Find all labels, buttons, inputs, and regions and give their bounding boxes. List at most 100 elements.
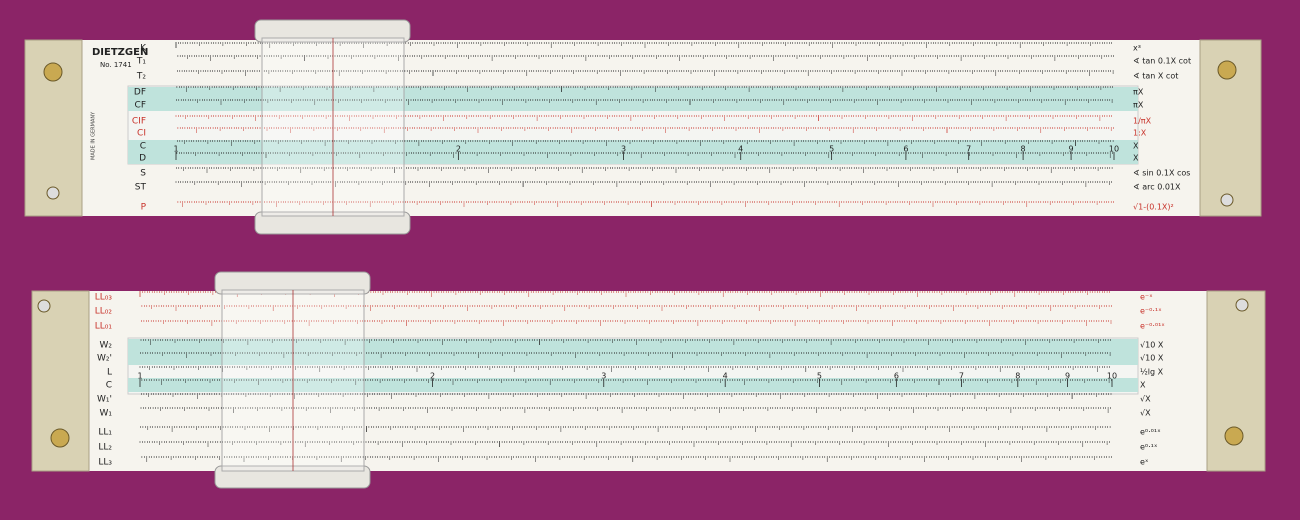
end-bracket bbox=[1199, 39, 1262, 217]
graduations bbox=[175, 181, 1112, 187]
scale-name: S bbox=[140, 169, 146, 179]
scale-name: P bbox=[141, 203, 147, 213]
scale-name: LL₀₁ bbox=[95, 322, 113, 332]
scale-name: W₂ bbox=[99, 341, 112, 351]
scale-number: 8 bbox=[1021, 145, 1026, 154]
graduations bbox=[140, 339, 1111, 345]
graduations bbox=[141, 393, 1112, 399]
scale-number: 10 bbox=[1109, 145, 1119, 154]
band bbox=[128, 339, 1138, 365]
band bbox=[128, 378, 1138, 392]
scale-name: D bbox=[139, 154, 146, 164]
scale-number: 4 bbox=[738, 145, 743, 154]
top-rule: DIETZGEN No. 1741 MADE IN GERMANY bbox=[24, 39, 1262, 217]
scale-name: CI bbox=[137, 129, 146, 139]
graduations bbox=[177, 55, 1114, 61]
scale-formula: e⁻ˣ bbox=[1140, 293, 1153, 302]
scale-formula: √10 X bbox=[1140, 341, 1164, 350]
scale-number: 7 bbox=[959, 372, 964, 381]
scale-name: CF bbox=[135, 101, 146, 111]
graduations bbox=[177, 201, 1114, 207]
scale-formula: ∢ tan X cot bbox=[1133, 72, 1178, 81]
scale-name: L bbox=[107, 368, 112, 378]
graduations bbox=[177, 70, 1114, 76]
scale-formula: X bbox=[1133, 154, 1139, 163]
model: No. 1741 bbox=[100, 61, 132, 69]
scale-formula: ½lg X bbox=[1140, 368, 1164, 377]
graduations bbox=[139, 366, 1110, 372]
scale-name: W₁ bbox=[99, 409, 112, 419]
graduations bbox=[141, 379, 1112, 385]
origin: MADE IN GERMANY bbox=[91, 111, 97, 160]
graduations bbox=[140, 352, 1111, 358]
scale-name: T₁ bbox=[136, 57, 146, 67]
screws bbox=[37, 60, 1249, 448]
cursor[interactable] bbox=[214, 271, 371, 489]
graduations bbox=[141, 320, 1112, 326]
scale-number: 8 bbox=[1015, 372, 1020, 381]
graduations bbox=[175, 115, 1112, 121]
graduations bbox=[176, 152, 1113, 158]
scale-formula: eˣ bbox=[1140, 458, 1149, 467]
graduations bbox=[141, 305, 1112, 311]
scale-formula: x³ bbox=[1133, 44, 1141, 53]
scale-number: 2 bbox=[430, 372, 435, 381]
scale-formula: √10 X bbox=[1140, 354, 1164, 363]
scale-name: C bbox=[106, 381, 112, 391]
graduations bbox=[141, 456, 1112, 462]
graduations bbox=[176, 167, 1113, 173]
graduations bbox=[176, 86, 1113, 92]
scale-name: CIF bbox=[132, 117, 146, 127]
scale-formula: e⁻⁰·⁰¹ˣ bbox=[1140, 322, 1165, 331]
scale-formula: ∢ sin 0.1X cos bbox=[1133, 169, 1190, 178]
graduations bbox=[175, 42, 1112, 48]
graduations bbox=[177, 140, 1114, 146]
scale-name: LL₀₂ bbox=[95, 307, 113, 317]
graduations bbox=[176, 99, 1113, 105]
scale-number: 6 bbox=[903, 145, 908, 154]
scale-number: 1 bbox=[173, 145, 178, 154]
scale-name: LL₂ bbox=[98, 443, 112, 453]
scale-formula: ∢ arc 0.01X bbox=[1133, 183, 1181, 192]
scale-number: 9 bbox=[1065, 372, 1070, 381]
scale-name: LL₃ bbox=[98, 458, 112, 468]
end-bracket bbox=[24, 39, 83, 217]
scale-formula: 1/πX bbox=[1133, 117, 1152, 126]
end-bracket bbox=[31, 290, 90, 472]
scale-name: LL₁ bbox=[98, 428, 112, 438]
cursor[interactable] bbox=[254, 19, 411, 235]
scale-number: 5 bbox=[829, 145, 834, 154]
scale-name: DF bbox=[134, 88, 146, 98]
scale-number: 3 bbox=[621, 145, 626, 154]
scale-name: W₂' bbox=[97, 354, 112, 364]
graduations bbox=[140, 407, 1111, 413]
scale-number: 10 bbox=[1107, 372, 1117, 381]
scale-formula: √1-(0.1X)² bbox=[1133, 203, 1174, 212]
brand: DIETZGEN bbox=[92, 47, 148, 58]
scale-formula: X bbox=[1140, 381, 1146, 390]
scale-formula: X bbox=[1133, 142, 1139, 151]
scale-formula: √X bbox=[1140, 409, 1151, 418]
scale-number: 6 bbox=[894, 372, 899, 381]
scale-number: 2 bbox=[456, 145, 461, 154]
scale-name: LL₀₃ bbox=[95, 293, 113, 303]
scale-formula: e⁰·¹ˣ bbox=[1140, 443, 1158, 452]
scale-name: W₁' bbox=[97, 395, 112, 405]
scale-formula: πX bbox=[1133, 88, 1144, 97]
graduations bbox=[139, 441, 1110, 447]
scale-number: 5 bbox=[817, 372, 822, 381]
bottom-rule bbox=[31, 290, 1266, 472]
graduations bbox=[177, 127, 1114, 133]
scale-name: ST bbox=[135, 183, 147, 193]
scale-formula: √X bbox=[1140, 395, 1151, 404]
scale-name: T₂ bbox=[136, 72, 146, 82]
scale-formula: e⁰·⁰¹ˣ bbox=[1140, 428, 1161, 437]
scale-number: 1 bbox=[137, 372, 142, 381]
scale-number: 4 bbox=[723, 372, 728, 381]
scale-formula: e⁻⁰·¹ˣ bbox=[1140, 307, 1162, 316]
scale-formula: πX bbox=[1133, 101, 1144, 110]
scale-formula: ∢ tan 0.1X cot bbox=[1133, 57, 1191, 66]
scale-number: 3 bbox=[601, 372, 606, 381]
